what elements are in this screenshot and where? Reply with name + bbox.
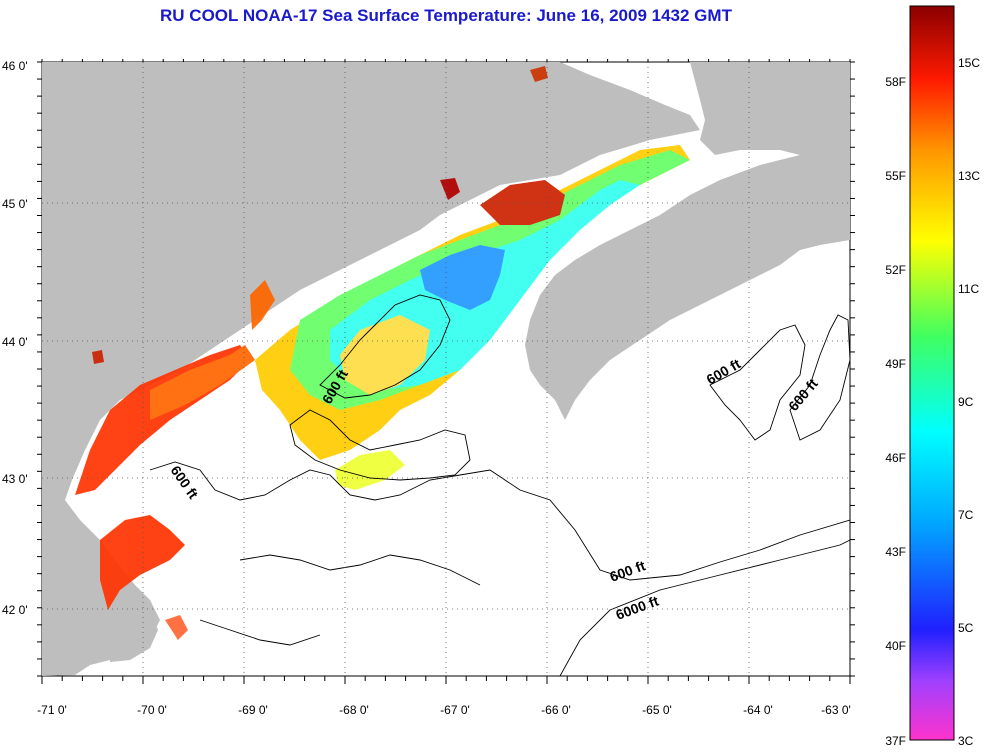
colorbar-f-label: 58F: [885, 75, 906, 89]
colorbar-f-label: 55F: [885, 169, 906, 183]
colorbar-c-label: 3C: [958, 734, 974, 748]
cape-cod: [110, 610, 158, 662]
frame-ticks: [37, 59, 855, 684]
lat-tick-label: 43 0': [2, 472, 28, 486]
lon-tick-label: -71 0': [37, 703, 67, 717]
nova-scotia-new-brunswick: [525, 62, 850, 420]
colorbar-f-label: 49F: [885, 357, 906, 371]
colorbar-f-label: 43F: [885, 545, 906, 559]
lon-tick-label: -69 0': [238, 703, 268, 717]
lon-tick-label: -64 0': [743, 703, 773, 717]
lat-tick-label: 44 0': [2, 335, 28, 349]
colorbar-c-label: 5C: [958, 621, 974, 635]
mainland-new-england: [42, 62, 700, 676]
lon-tick-label: -66 0': [541, 703, 571, 717]
colorbar-c-label: 13C: [958, 169, 980, 183]
colorbar-c-label: 7C: [958, 508, 974, 522]
colorbar-f-label: 40F: [885, 639, 906, 653]
lat-tick-label: 42 0': [2, 603, 28, 617]
colorbar-c-label: 15C: [958, 56, 980, 70]
lon-tick-label: -65 0': [642, 703, 672, 717]
bathymetry-contours: [149, 294, 850, 676]
lat-tick-label: 45 0': [2, 197, 28, 211]
lon-tick-label: -67 0': [440, 703, 470, 717]
colorbar-f-label: 37F: [885, 734, 906, 748]
map-title: RU COOL NOAA-17 Sea Surface Temperature:…: [160, 6, 732, 25]
colorbar-c-label: 9C: [958, 395, 974, 409]
colorbar: [909, 5, 955, 741]
colorbar-f-label: 52F: [885, 263, 906, 277]
colorbar-f-label: 46F: [885, 451, 906, 465]
lat-tick-label: 46 0': [2, 59, 28, 73]
lon-tick-label: -68 0': [339, 703, 369, 717]
lon-tick-label: -70 0': [137, 703, 167, 717]
sst-overlay: [75, 66, 690, 640]
colorbar-c-label: 11C: [958, 282, 979, 296]
lon-tick-label: -63 0': [821, 703, 851, 717]
